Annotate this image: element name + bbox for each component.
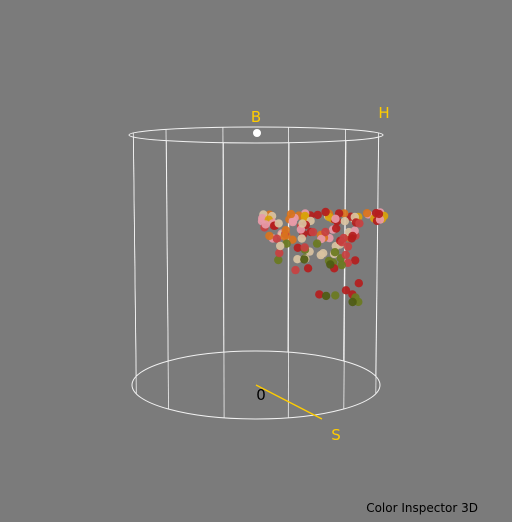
cylinder-wireframe	[128, 126, 384, 420]
color-point	[337, 260, 346, 270]
color-point	[288, 217, 297, 227]
cylinder-side-line	[287, 142, 290, 418]
color-point	[282, 239, 291, 248]
brightness-axis-label: B	[251, 108, 261, 126]
hue-axis-label: H	[378, 104, 389, 122]
color-point	[274, 219, 283, 228]
color-point	[341, 286, 351, 295]
color-point	[354, 279, 363, 288]
color-point	[291, 265, 300, 275]
color-point	[300, 243, 309, 252]
color-point	[288, 235, 297, 244]
color-point	[340, 217, 349, 226]
cylinder-side-line	[343, 140, 347, 410]
color-point	[300, 211, 310, 221]
color-point	[362, 209, 372, 218]
color-point	[313, 210, 322, 220]
color-point	[331, 214, 340, 223]
cylinder-side-line	[132, 132, 137, 377]
color-point	[337, 238, 346, 247]
color-point	[330, 248, 340, 257]
color-point	[261, 220, 270, 229]
color-point-cloud	[257, 207, 389, 307]
cylinder-side-line	[222, 127, 225, 353]
saturation-axis-line	[255, 384, 323, 420]
color-point	[351, 256, 360, 265]
color-point	[281, 226, 290, 235]
color-point	[265, 231, 274, 241]
color-point	[293, 243, 302, 252]
color-point	[326, 260, 335, 269]
color-point	[374, 209, 384, 219]
origin-label: 0	[256, 386, 266, 404]
cylinder-top-ellipse	[128, 126, 384, 144]
color-point	[297, 234, 306, 243]
cylinder-bottom-ellipse	[131, 350, 381, 420]
color-point	[331, 291, 340, 300]
color-point	[316, 250, 325, 260]
color-point	[355, 219, 364, 228]
color-point	[308, 227, 318, 237]
brightness-axis-marker	[253, 129, 261, 137]
cylinder-side-line	[287, 127, 290, 353]
color-point	[298, 219, 307, 228]
color-point	[348, 297, 357, 307]
color-point	[348, 231, 357, 241]
color-point	[312, 239, 322, 248]
color-point	[276, 241, 285, 251]
cylinder-side-line	[165, 129, 169, 362]
color-point	[321, 227, 330, 237]
color-point	[293, 255, 302, 264]
color-point	[275, 248, 284, 258]
color-point	[321, 207, 330, 217]
saturation-axis-label: S	[331, 426, 341, 444]
color-point	[343, 242, 353, 251]
color-point	[274, 255, 283, 265]
color-point	[332, 224, 341, 233]
color-point	[341, 250, 350, 259]
color-point	[315, 290, 324, 299]
color-point	[286, 209, 296, 219]
color-point	[258, 214, 267, 223]
app-title-label: Color Inspector 3D	[366, 501, 478, 515]
color-point	[321, 291, 331, 301]
color-point	[272, 234, 282, 243]
color-point	[303, 264, 313, 273]
color-point	[280, 232, 289, 241]
cylinder-side-line	[375, 132, 379, 377]
color-point	[300, 255, 309, 264]
